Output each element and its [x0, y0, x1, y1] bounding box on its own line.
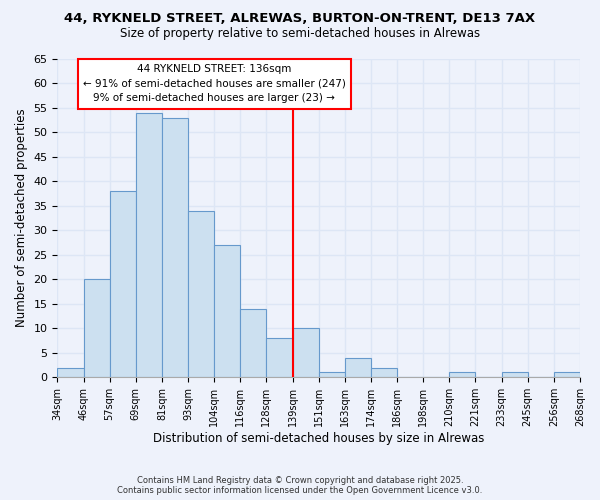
Bar — [214, 245, 241, 378]
Text: Contains HM Land Registry data © Crown copyright and database right 2025.
Contai: Contains HM Land Registry data © Crown c… — [118, 476, 482, 495]
Text: 44 RYKNELD STREET: 136sqm
← 91% of semi-detached houses are smaller (247)
9% of : 44 RYKNELD STREET: 136sqm ← 91% of semi-… — [83, 64, 346, 104]
Bar — [293, 328, 319, 378]
Bar — [502, 372, 528, 378]
Bar — [110, 191, 136, 378]
X-axis label: Distribution of semi-detached houses by size in Alrewas: Distribution of semi-detached houses by … — [153, 432, 484, 445]
Bar — [136, 113, 162, 378]
Bar — [319, 372, 345, 378]
Text: 44, RYKNELD STREET, ALREWAS, BURTON-ON-TRENT, DE13 7AX: 44, RYKNELD STREET, ALREWAS, BURTON-ON-T… — [64, 12, 536, 26]
Bar — [241, 309, 266, 378]
Bar — [188, 211, 214, 378]
Bar — [162, 118, 188, 378]
Bar — [554, 372, 580, 378]
Bar — [266, 338, 293, 378]
Bar — [83, 280, 110, 378]
Bar — [345, 358, 371, 378]
Bar — [449, 372, 475, 378]
Bar — [58, 368, 83, 378]
Bar — [371, 368, 397, 378]
Text: Size of property relative to semi-detached houses in Alrewas: Size of property relative to semi-detach… — [120, 28, 480, 40]
Y-axis label: Number of semi-detached properties: Number of semi-detached properties — [15, 109, 28, 328]
